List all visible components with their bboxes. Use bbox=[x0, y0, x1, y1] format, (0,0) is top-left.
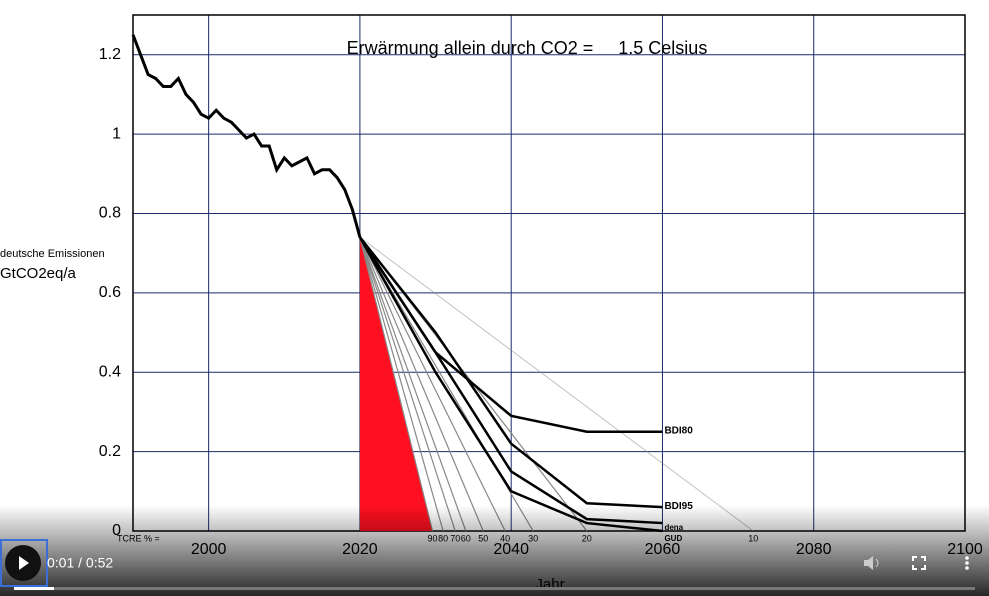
tcre-line bbox=[359, 236, 754, 532]
progress-fill bbox=[14, 587, 54, 590]
tcre-line bbox=[359, 237, 467, 532]
time-display: 0:01 / 0:52 bbox=[47, 555, 113, 571]
controls-shade bbox=[0, 505, 989, 596]
y-tick-label: 1.2 bbox=[99, 46, 121, 63]
menu-button[interactable] bbox=[965, 556, 969, 570]
y-tick-label: 0.8 bbox=[99, 205, 121, 222]
fullscreen-button[interactable] bbox=[912, 556, 926, 570]
tcre-line bbox=[359, 237, 484, 532]
y-tick-label: 0.4 bbox=[99, 363, 121, 380]
focus-ring bbox=[0, 539, 48, 587]
tcre-line bbox=[359, 237, 456, 532]
tcre-line bbox=[359, 237, 444, 532]
progress-track[interactable] bbox=[14, 587, 975, 590]
history-line bbox=[131, 34, 362, 238]
y-tick-label: 0.2 bbox=[99, 443, 121, 460]
scenario-line bbox=[358, 236, 663, 509]
y-tick-label: 0.6 bbox=[99, 284, 121, 301]
scenario-label: BDI80 bbox=[664, 425, 693, 436]
y-axis-label: GtCO2eq/a bbox=[0, 265, 77, 282]
play-icon bbox=[19, 556, 29, 570]
tcre-line bbox=[359, 237, 506, 532]
tcre-line bbox=[359, 237, 434, 532]
chart-title: Erwärmung allein durch CO2 = 1.5 Celsius bbox=[347, 38, 708, 58]
x-axis-label: Jahr bbox=[535, 576, 564, 593]
y-axis-label: deutsche Emissionen bbox=[0, 248, 105, 260]
volume-button[interactable] bbox=[864, 556, 879, 570]
y-tick-label: 1 bbox=[112, 125, 121, 142]
